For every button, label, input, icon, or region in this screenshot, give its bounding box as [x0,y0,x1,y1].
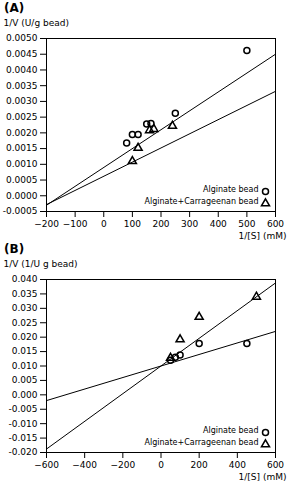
svg-text:−200: −200 [34,219,59,229]
svg-text:600: 600 [267,219,284,229]
svg-text:0.000: 0.000 [12,390,38,400]
svg-text:0.0005: 0.0005 [6,175,38,185]
svg-text:0.030: 0.030 [12,303,38,313]
svg-text:0: 0 [158,460,164,470]
svg-text:0.0045: 0.0045 [6,49,38,59]
svg-text:200: 200 [152,219,169,229]
svg-text:300: 300 [181,219,198,229]
svg-text:0.005: 0.005 [12,375,38,385]
svg-text:−400: −400 [72,460,97,470]
svg-text:-0.010: -0.010 [8,419,37,429]
svg-text:0.0040: 0.0040 [6,65,38,75]
svg-text:0.0015: 0.0015 [6,143,38,153]
svg-text:1/V (U/g bead): 1/V (U/g bead) [4,18,69,28]
svg-text:0.025: 0.025 [12,318,38,328]
svg-text:0.0025: 0.0025 [6,112,38,122]
svg-text:0.0010: 0.0010 [6,159,38,169]
svg-text:-0.015: -0.015 [8,433,37,443]
svg-text:1/V (1/U g bead): 1/V (1/U g bead) [4,259,78,269]
svg-text:Alginate+Carrageenan bead: Alginate+Carrageenan bead [144,438,258,447]
svg-text:0.020: 0.020 [12,332,38,342]
svg-text:0.0035: 0.0035 [6,81,38,91]
svg-text:0.0030: 0.0030 [6,96,38,106]
svg-text:-0.005: -0.005 [8,404,37,414]
svg-text:−200: −200 [110,460,135,470]
svg-text:500: 500 [238,219,255,229]
svg-text:400: 400 [229,460,246,470]
svg-text:0.0020: 0.0020 [6,128,38,138]
svg-text:1/[S] (mM): 1/[S] (mM) [239,472,287,482]
svg-text:0.010: 0.010 [12,361,38,371]
svg-text:100: 100 [124,219,141,229]
svg-text:Alginate+Carrageenan bead: Alginate+Carrageenan bead [144,197,258,206]
svg-text:0.035: 0.035 [12,289,38,299]
svg-text:0.0050: 0.0050 [6,33,38,43]
svg-text:1/[S] (mM): 1/[S] (mM) [239,231,287,241]
svg-text:0: 0 [101,219,107,229]
html-text:(B): (B) [4,242,25,256]
svg-text:200: 200 [191,460,208,470]
svg-text:400: 400 [210,219,227,229]
html-text:(A): (A) [4,1,25,15]
svg-text:-0.020: -0.020 [8,447,37,457]
svg-text:0.040: 0.040 [12,274,38,284]
svg-text:0.015: 0.015 [12,346,38,356]
svg-text:−600: −600 [34,460,59,470]
svg-text:−100: −100 [63,219,88,229]
svg-text:Alginate bead: Alginate bead [203,185,259,194]
svg-text:0.0000: 0.0000 [6,191,38,201]
svg-text:-0.0005: -0.0005 [3,206,38,216]
svg-text:Alginate bead: Alginate bead [203,426,259,435]
svg-text:600: 600 [267,460,284,470]
